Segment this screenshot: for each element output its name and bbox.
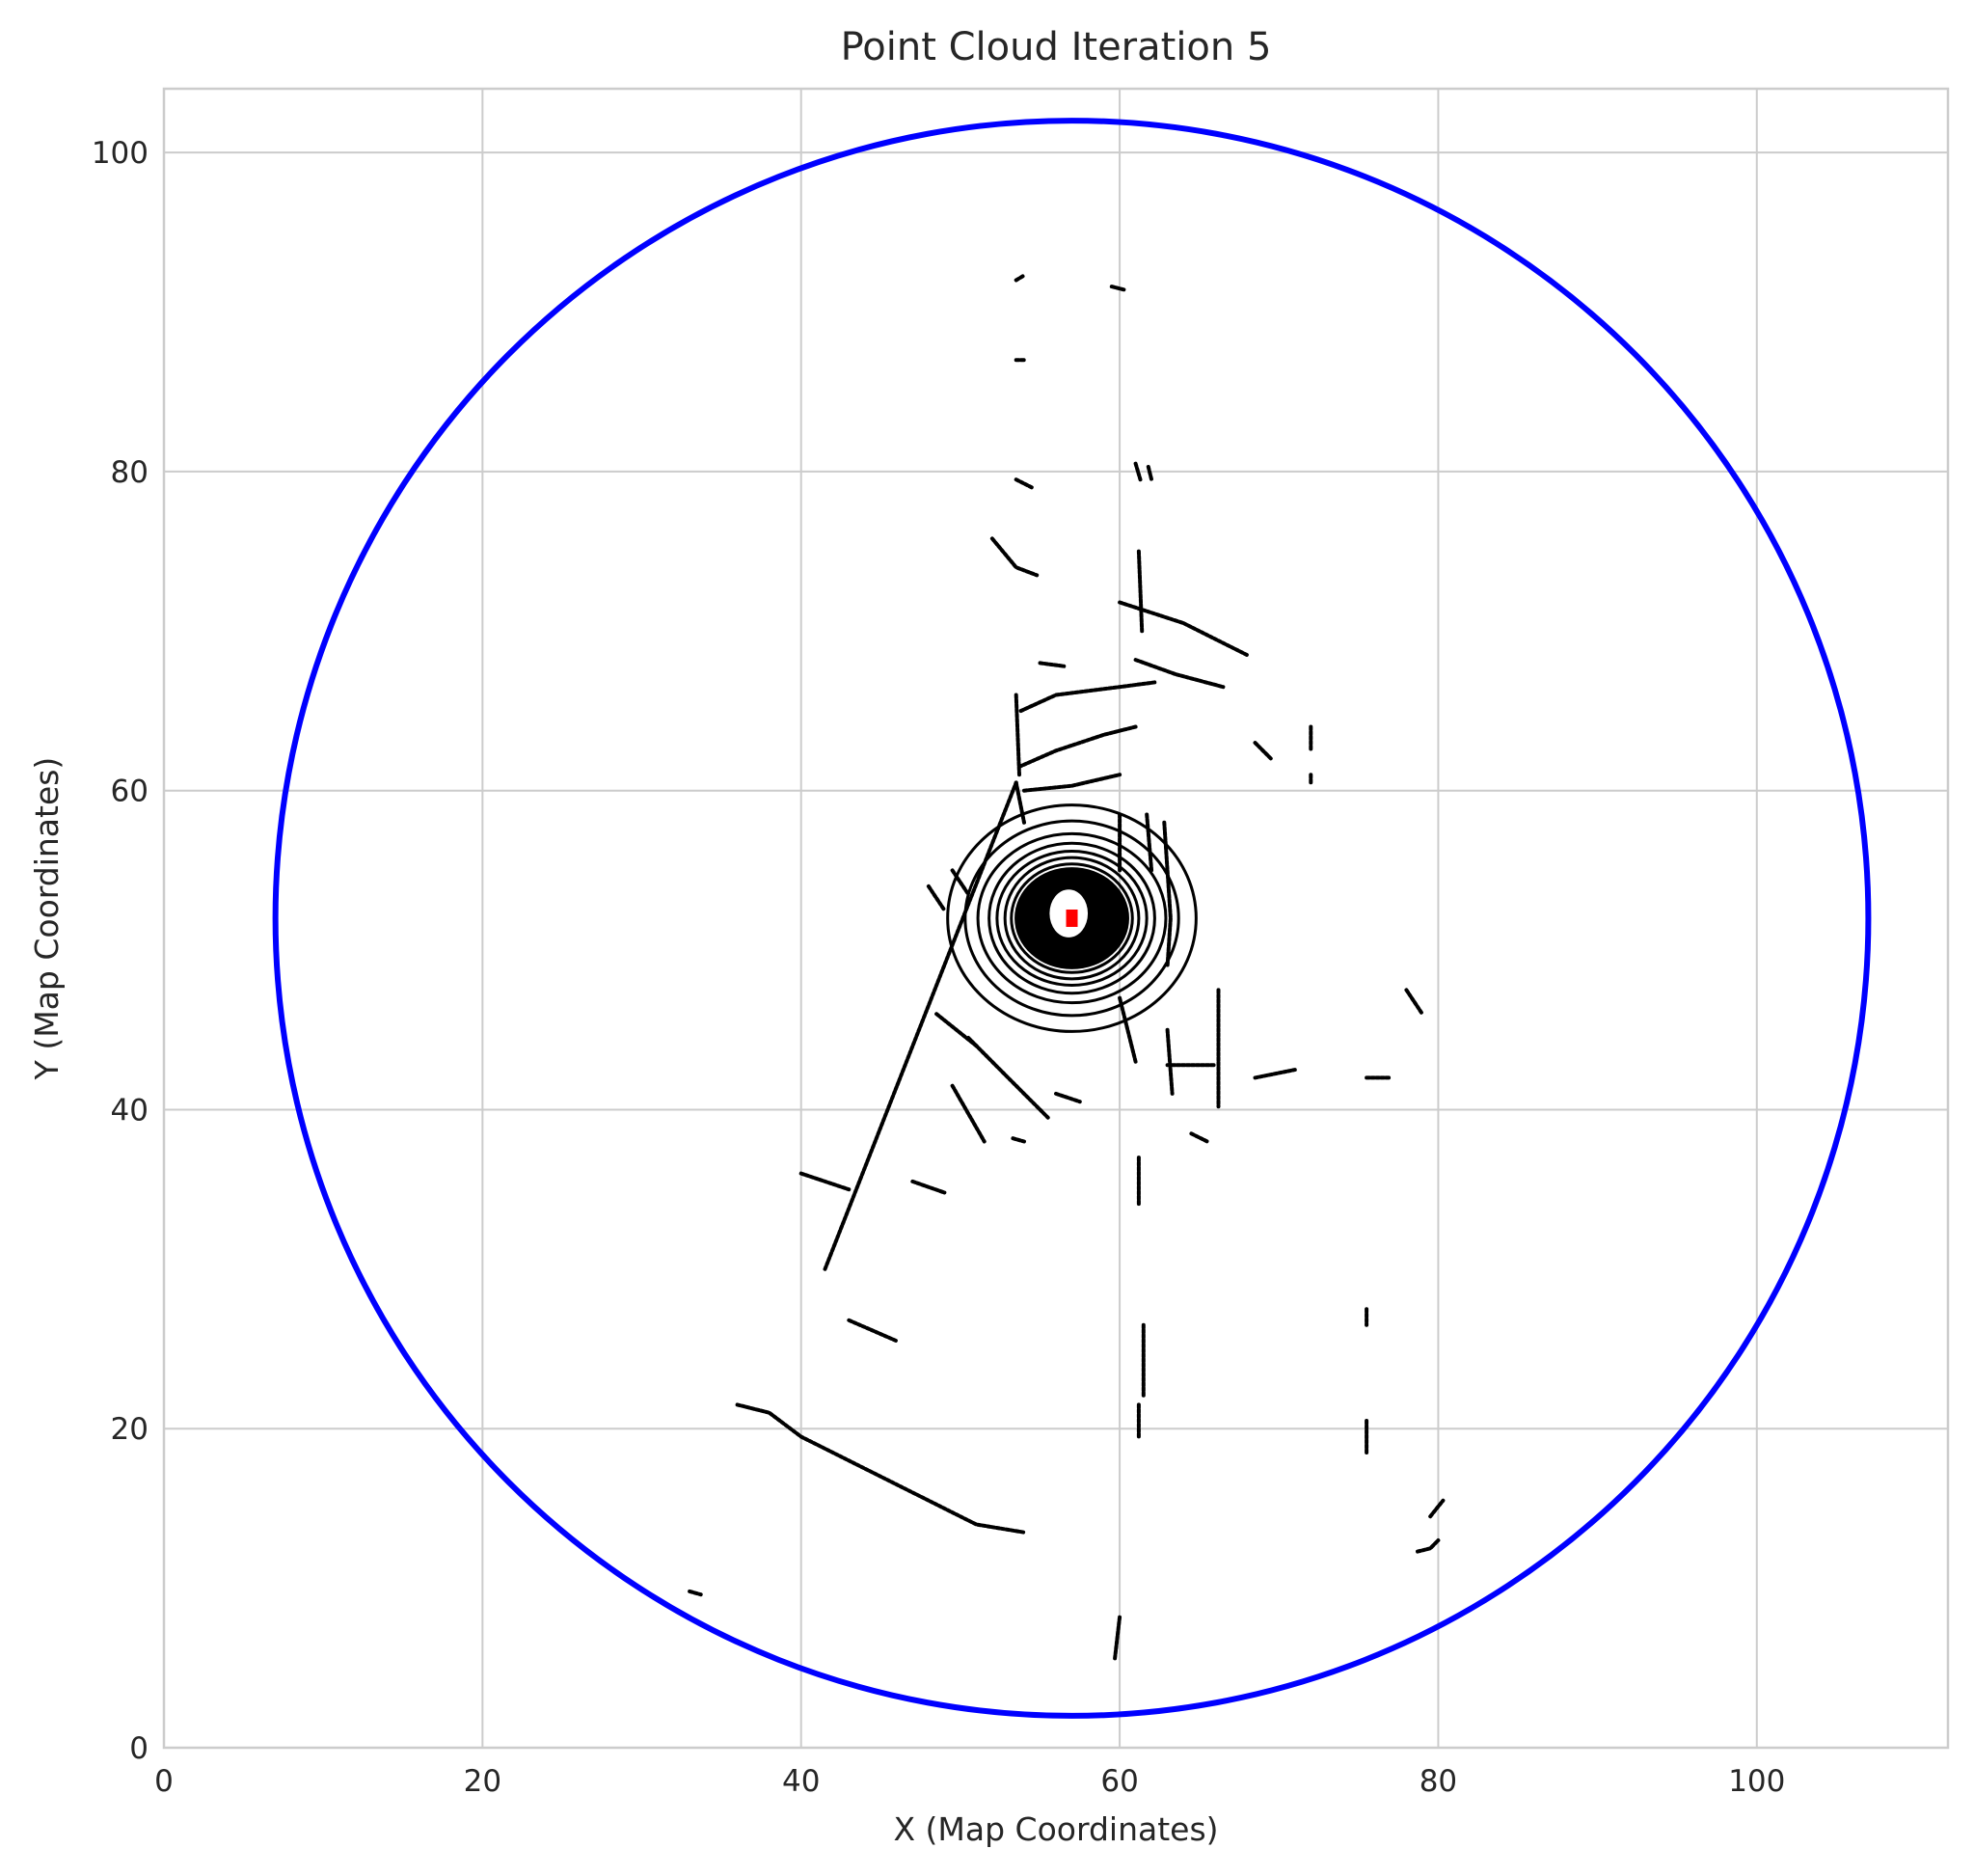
point-strip (1017, 724, 1138, 769)
plot-frame (162, 87, 1950, 1750)
scan-ring (963, 819, 1180, 1018)
x-tick-label: 40 (782, 1764, 820, 1799)
point-strip (1109, 285, 1126, 292)
range-circle-layer (272, 118, 1872, 1719)
scan-ring (946, 803, 1198, 1033)
scan-ring (1010, 862, 1134, 974)
tick-labels: 0 20 40 60 80 100 0 20 40 60 80 100 (92, 136, 1786, 1799)
point-strip (1136, 549, 1145, 634)
scan-ring (1015, 868, 1128, 968)
scan-ring (987, 841, 1156, 995)
x-axis-label: X (Map Coordinates) (893, 1810, 1218, 1848)
y-tick-label: 80 (111, 455, 149, 490)
point-strip (1253, 741, 1273, 761)
point-strip (1404, 988, 1424, 1017)
point-strip (1118, 995, 1138, 1064)
point-strip (1054, 1091, 1082, 1104)
point-strip (1014, 780, 1026, 825)
point-strip (1014, 477, 1035, 490)
point-strip (989, 536, 1040, 578)
point-strip (966, 1036, 1050, 1120)
center-marker-layer (1066, 910, 1078, 927)
x-tick-label: 60 (1100, 1764, 1138, 1799)
x-tick-label: 100 (1728, 1764, 1785, 1799)
point-strip (1189, 1131, 1209, 1144)
point-strip (1113, 1615, 1122, 1661)
y-axis-label: Y (Map Coordinates) (28, 757, 66, 1081)
point-strip (847, 1318, 899, 1344)
point-strip (1428, 1498, 1446, 1519)
range-circle (272, 118, 1872, 1719)
point-strip (1253, 1068, 1297, 1080)
x-tick-label: 80 (1420, 1764, 1457, 1799)
y-tick-label: 20 (111, 1412, 149, 1447)
point-strip (1145, 812, 1154, 873)
point-strip (1133, 461, 1143, 482)
center-marker (1066, 910, 1078, 927)
point-strip (910, 1179, 947, 1195)
scan-ring (995, 850, 1149, 987)
point-strip (1133, 658, 1226, 690)
point-strip (798, 1171, 852, 1192)
point-strip (1022, 773, 1122, 793)
point-strip (950, 1083, 987, 1144)
y-tick-label: 40 (111, 1093, 149, 1128)
point-strip (688, 1589, 703, 1597)
point-strip (1014, 273, 1026, 283)
point-strip (1038, 661, 1067, 668)
scan-ring (976, 831, 1168, 1005)
y-tick-label: 60 (111, 775, 149, 809)
point-strip (823, 780, 1018, 1271)
point-strip (1416, 1538, 1441, 1554)
x-tick-label: 0 (154, 1764, 174, 1799)
point-strip (1146, 465, 1154, 482)
point-strip (735, 1402, 1026, 1535)
point-strip (1165, 1027, 1175, 1096)
point-strip (934, 1012, 979, 1048)
point-strip (1011, 1136, 1026, 1144)
y-tick-label: 0 (129, 1731, 149, 1766)
point-strip (1162, 820, 1173, 968)
x-tick-label: 20 (464, 1764, 501, 1799)
point-strip (926, 884, 947, 912)
point-strip (1014, 693, 1021, 777)
point-strip (1018, 680, 1159, 713)
point-strip (950, 868, 971, 897)
chart-title: Point Cloud Iteration 5 (841, 25, 1272, 69)
y-tick-label: 100 (92, 136, 149, 171)
scan-ring (1003, 856, 1141, 981)
